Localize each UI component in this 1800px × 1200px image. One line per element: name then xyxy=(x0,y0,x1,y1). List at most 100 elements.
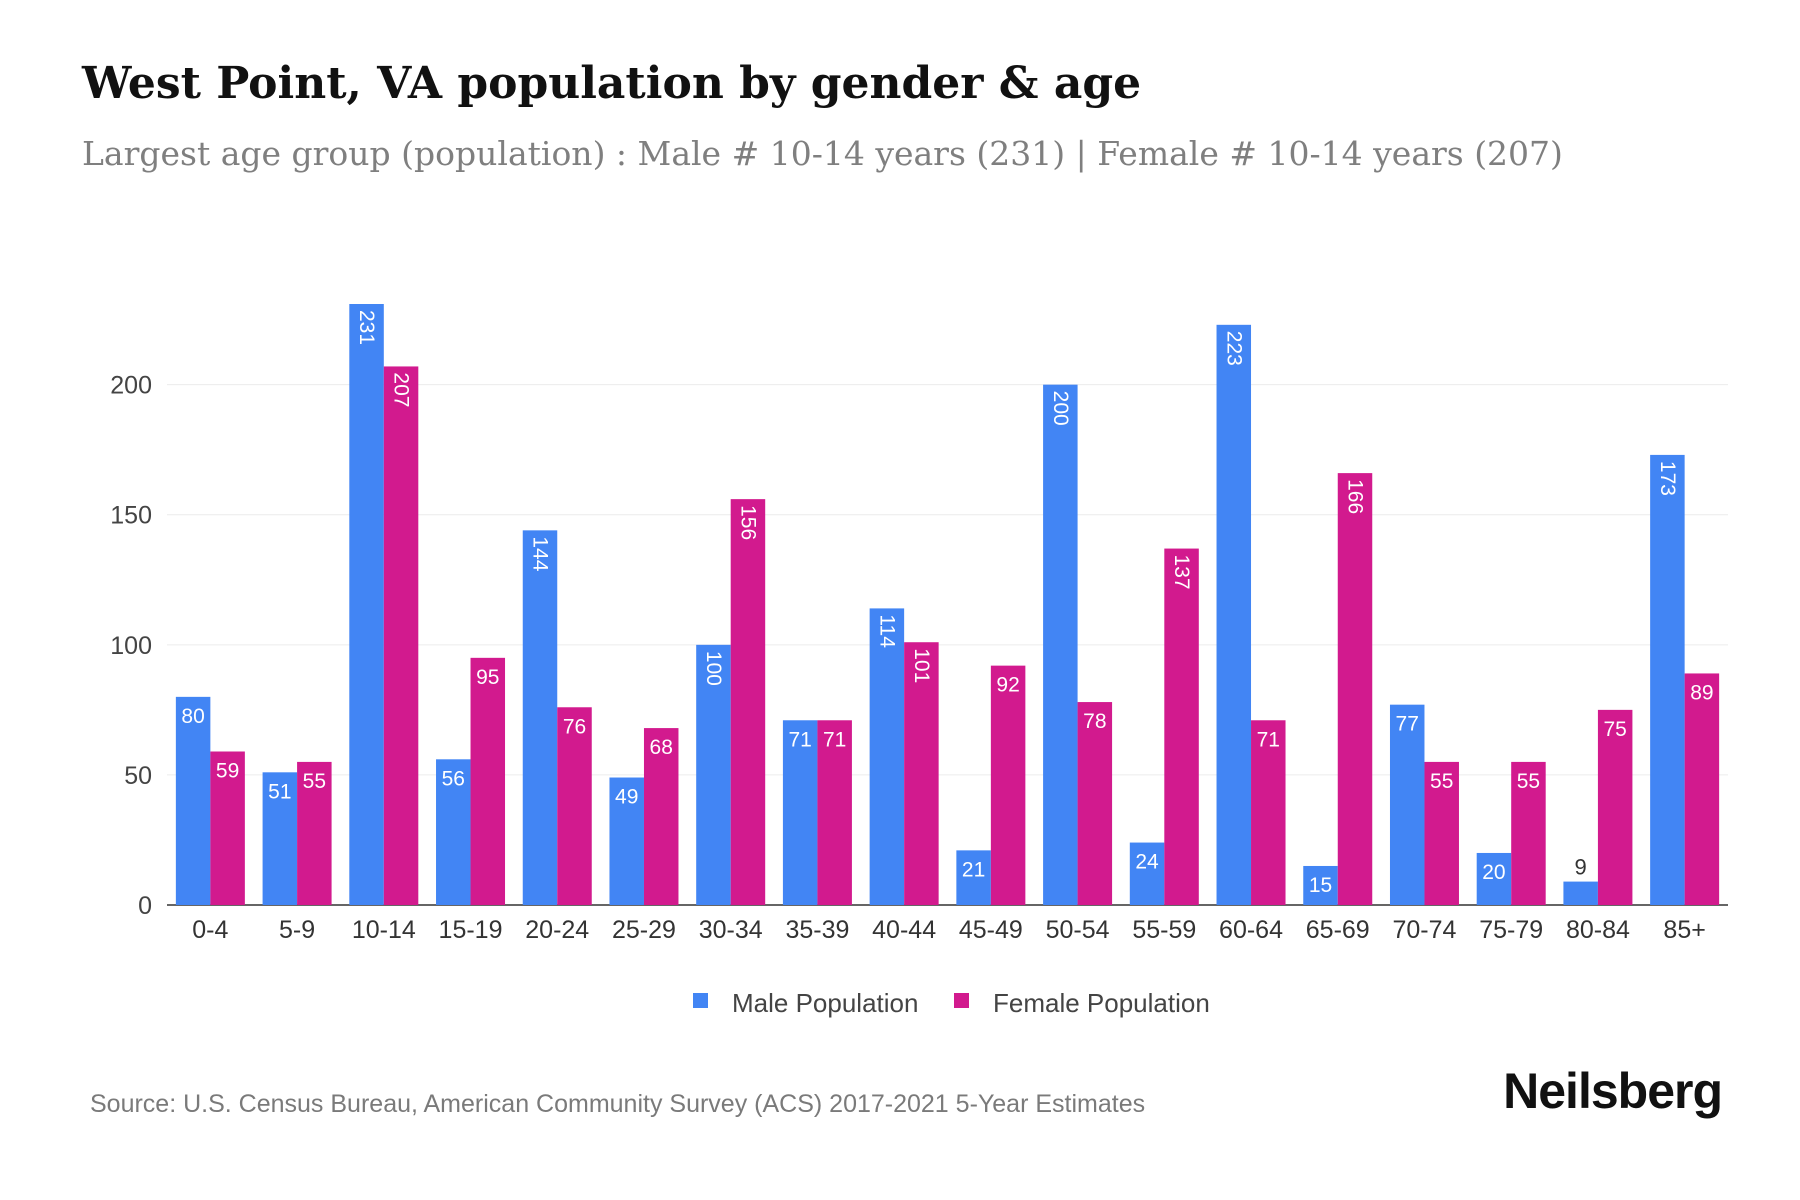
male-bar xyxy=(1216,324,1252,905)
data-label: 156 xyxy=(736,505,759,540)
data-label: 49 xyxy=(615,786,638,809)
y-tick-label: 0 xyxy=(138,892,152,920)
x-tick-label: 50-54 xyxy=(1046,916,1110,944)
male-bar xyxy=(522,530,558,905)
female-bar xyxy=(1164,548,1199,905)
data-label: 71 xyxy=(823,728,846,751)
legend-swatch-male xyxy=(693,993,708,1008)
female-bar xyxy=(643,728,679,905)
x-tick-label: 5-9 xyxy=(279,916,315,944)
data-label: 77 xyxy=(1396,713,1419,736)
data-label: 51 xyxy=(268,780,291,803)
data-label: 55 xyxy=(1430,770,1453,793)
female-bar xyxy=(557,707,592,905)
data-label: 114 xyxy=(875,614,898,648)
male-bar xyxy=(1043,384,1078,905)
data-label: 15 xyxy=(1309,874,1332,897)
data-label: 20 xyxy=(1482,861,1505,884)
y-tick-label: 150 xyxy=(110,502,152,530)
male-bar xyxy=(1389,704,1425,905)
x-tick-label: 60-64 xyxy=(1219,916,1283,944)
x-tick-label: 30-34 xyxy=(699,916,763,944)
x-tick-label: 85+ xyxy=(1663,916,1705,944)
source-note: Source: U.S. Census Bureau, American Com… xyxy=(90,1090,1146,1118)
male-bar xyxy=(696,644,731,905)
data-label: 223 xyxy=(1222,331,1245,366)
grid-lines xyxy=(167,384,1728,906)
male-bar xyxy=(1303,865,1338,905)
data-label: 207 xyxy=(390,372,413,407)
data-label: 200 xyxy=(1049,391,1072,426)
data-label: 100 xyxy=(702,651,725,686)
data-label: 80 xyxy=(181,705,204,728)
male-bar xyxy=(956,850,991,905)
bar-chart: 0 50 100 150 200 80 59 51 55 231 207 56 95 144 76 49 68… xyxy=(110,304,1728,1018)
female-bar xyxy=(817,720,852,905)
female-bar xyxy=(1337,473,1373,905)
male-bar xyxy=(1650,454,1685,905)
x-tick-label: 75-79 xyxy=(1479,916,1543,944)
female-bar xyxy=(1424,761,1459,905)
y-tick-label: 200 xyxy=(110,372,152,400)
data-label: 59 xyxy=(216,759,239,782)
female-bar xyxy=(1077,702,1113,905)
bars xyxy=(175,304,1720,906)
brand-logo: Neilsberg xyxy=(1503,1063,1723,1119)
x-tick-label: 65-69 xyxy=(1306,916,1370,944)
male-bar xyxy=(262,772,298,905)
male-bar xyxy=(436,759,471,905)
data-label: 71 xyxy=(1257,728,1280,751)
data-label: 137 xyxy=(1170,555,1193,590)
data-label: 75 xyxy=(1603,718,1626,741)
x-tick-label: 20-24 xyxy=(525,916,589,944)
male-bar xyxy=(869,608,905,905)
data-label: 95 xyxy=(476,666,499,689)
x-tick-label: 45-49 xyxy=(959,916,1023,944)
male-bar xyxy=(782,720,818,905)
x-tick-label: 35-39 xyxy=(785,916,849,944)
y-tick-label: 50 xyxy=(124,762,152,790)
data-label: 78 xyxy=(1083,710,1106,733)
data-label: 21 xyxy=(962,858,985,881)
male-bar xyxy=(1476,852,1512,905)
x-tick-label: 80-84 xyxy=(1566,916,1630,944)
female-bar xyxy=(1511,761,1546,905)
female-bar xyxy=(1684,673,1720,905)
female-bar xyxy=(297,761,332,905)
x-axis-ticks: 0-4 5-9 10-14 15-19 20-24 25-29 30-34 35-39 40-4… xyxy=(192,916,1706,944)
data-label: 55 xyxy=(1517,770,1540,793)
data-label: 144 xyxy=(529,536,552,571)
female-bar xyxy=(904,642,939,905)
y-axis-ticks: 0 50 100 150 200 xyxy=(110,372,152,920)
male-bar xyxy=(1563,881,1598,905)
female-bar xyxy=(210,751,245,905)
data-label: 55 xyxy=(303,770,326,793)
legend-label-female: Female Population xyxy=(993,988,1210,1018)
data-labels: 80 59 51 55 231 207 56 95 144 76 49 68 100 156 71 71 114… xyxy=(181,310,1713,897)
female-bar xyxy=(990,665,1026,905)
x-tick-label: 70-74 xyxy=(1392,916,1456,944)
legend: Male Population Female Population xyxy=(693,988,1210,1018)
data-label: 9 xyxy=(1575,855,1587,880)
female-bar xyxy=(1597,709,1633,905)
data-label: 173 xyxy=(1656,461,1679,496)
data-label: 231 xyxy=(355,310,378,345)
data-label: 92 xyxy=(996,674,1019,697)
x-tick-label: 15-19 xyxy=(439,916,503,944)
data-label: 76 xyxy=(563,715,586,738)
male-bar xyxy=(349,304,384,905)
chart-title: West Point, VA population by gender & ag… xyxy=(82,58,1142,109)
data-label: 56 xyxy=(442,767,465,790)
data-label: 101 xyxy=(910,648,933,683)
male-bar xyxy=(609,777,644,905)
x-tick-label: 25-29 xyxy=(612,916,676,944)
data-label: 24 xyxy=(1135,851,1159,874)
female-bar xyxy=(470,657,506,905)
y-tick-label: 100 xyxy=(110,632,152,660)
legend-swatch-female xyxy=(954,993,969,1008)
chart-subtitle: Largest age group (population) : Male # … xyxy=(82,134,1563,173)
x-tick-label: 10-14 xyxy=(352,916,416,944)
legend-label-male: Male Population xyxy=(732,988,918,1018)
data-label: 68 xyxy=(650,736,673,759)
x-tick-label: 0-4 xyxy=(192,916,228,944)
